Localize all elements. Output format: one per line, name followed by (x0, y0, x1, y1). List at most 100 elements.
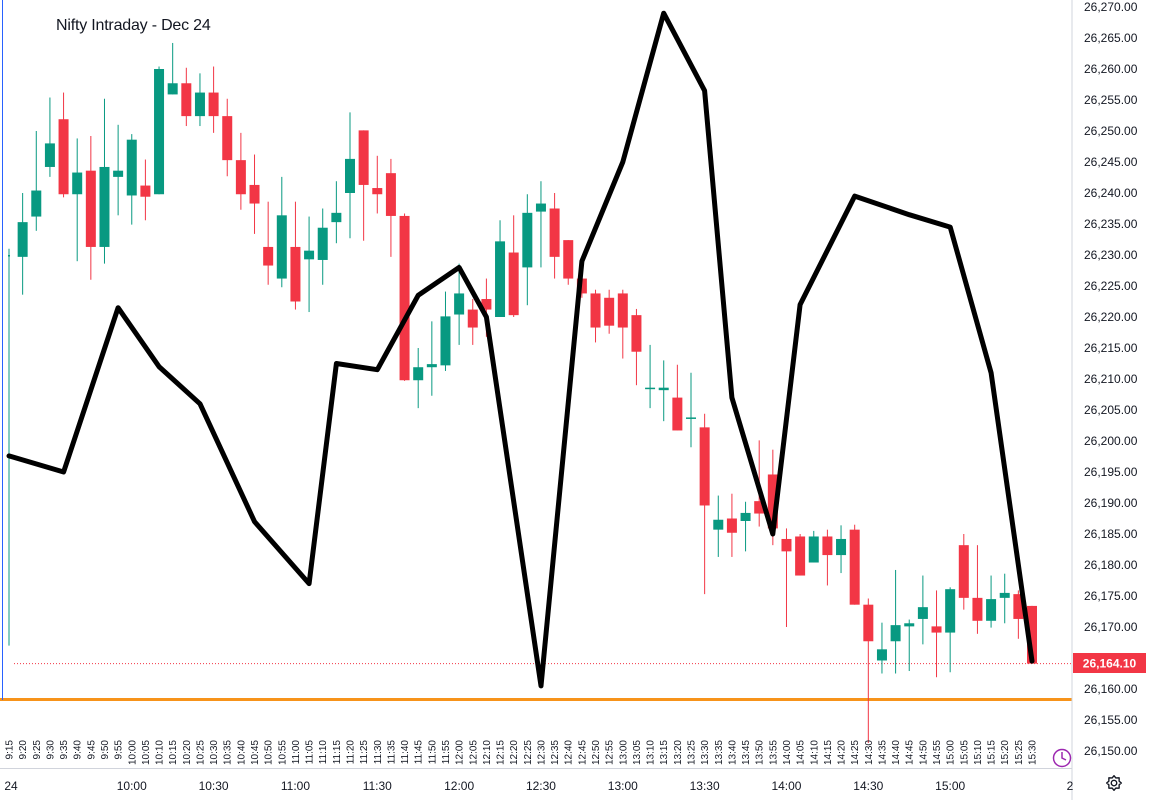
time-tick-label: 10:05 (141, 740, 152, 765)
settings-gear-icon[interactable] (1103, 772, 1125, 794)
time-tick-label: 11:20 (346, 740, 357, 765)
candle-12:40[interactable] (563, 240, 574, 285)
candle-11:05[interactable] (304, 216, 315, 313)
candle-12:30[interactable] (535, 181, 546, 268)
candle-13:40[interactable] (726, 493, 737, 557)
price-tick-label: 26,185.00 (1084, 527, 1138, 541)
time-axis[interactable]: 24 10:00 10:30 11:00 11:30 12:00 12:30 13:00 13:… (4, 779, 1073, 793)
candle-9:15[interactable] (8, 248, 10, 646)
candle-10:35[interactable] (222, 98, 233, 177)
candle-9:25[interactable] (31, 131, 42, 231)
candle-body (658, 387, 669, 391)
candle-13:05[interactable] (631, 308, 642, 386)
candle-14:45[interactable] (904, 619, 915, 672)
time-tick-label: 9:35 (59, 740, 70, 760)
time-tick-label: 10:35 (223, 740, 234, 765)
candle-10:40[interactable] (235, 132, 246, 210)
time-tick-label: 13:15 (659, 740, 670, 765)
candle-13:15[interactable] (658, 360, 669, 422)
candle-9:45[interactable] (85, 135, 96, 280)
candle-14:15[interactable] (822, 529, 833, 586)
candle-13:30[interactable] (699, 413, 710, 595)
candle-14:50[interactable] (917, 575, 928, 645)
candle-11:10[interactable] (317, 208, 328, 285)
candle-14:30[interactable] (863, 598, 874, 743)
candle-body (917, 607, 928, 619)
candle-13:35[interactable] (713, 495, 724, 557)
candle-10:30[interactable] (208, 66, 219, 133)
candle-11:00[interactable] (290, 201, 301, 310)
candle-14:20[interactable] (836, 525, 847, 574)
price-tick-label: 26,220.00 (1084, 310, 1138, 324)
time-tick-label: 15:20 (1000, 740, 1011, 765)
candle-9:20[interactable] (17, 193, 28, 295)
candle-11:15[interactable] (331, 181, 342, 244)
time-major-label: 11:30 (363, 779, 392, 793)
candle-11:35[interactable] (385, 158, 396, 257)
candle-10:25[interactable] (194, 73, 205, 127)
candle-11:25[interactable] (358, 130, 369, 241)
candle-13:25[interactable] (686, 372, 696, 448)
timezone-clock-icon[interactable] (1052, 748, 1072, 768)
candle-15:20[interactable] (999, 573, 1010, 624)
candle-9:30[interactable] (44, 97, 55, 177)
candle-14:55[interactable] (931, 590, 942, 678)
candle-11:45[interactable] (413, 348, 424, 409)
candle-body (699, 427, 710, 506)
candle-10:10[interactable] (154, 66, 165, 195)
drawn-trend-line[interactable] (6, 10, 1035, 689)
candle-11:20[interactable] (345, 112, 355, 239)
candle-14:40[interactable] (890, 569, 901, 674)
candle-12:35[interactable] (549, 193, 560, 279)
candle-12:15[interactable] (495, 220, 506, 317)
candle-11:40[interactable] (399, 213, 410, 381)
candle-9:55[interactable] (113, 124, 124, 216)
candle-13:45[interactable] (740, 501, 751, 552)
candle-body (590, 293, 601, 328)
candle-10:00[interactable] (126, 134, 137, 225)
candle-9:50[interactable] (99, 98, 110, 264)
candle-15:25[interactable] (1013, 590, 1024, 639)
candle-12:55[interactable] (604, 289, 615, 334)
time-tick-label: 14:45 (905, 740, 916, 765)
candle-12:50[interactable] (590, 289, 601, 343)
candle-14:00[interactable] (781, 528, 792, 627)
candle-10:45[interactable] (249, 154, 260, 234)
candle-12:00[interactable] (454, 263, 465, 345)
candle-9:40[interactable] (72, 138, 83, 262)
candle-14:05[interactable] (795, 534, 806, 576)
candle-13:20[interactable] (672, 364, 683, 431)
candle-13:10[interactable] (645, 344, 656, 409)
candle-body (426, 364, 437, 368)
time-tick-label: 11:55 (441, 740, 452, 765)
time-major-label: 14:00 (771, 779, 801, 793)
candle-11:50[interactable] (426, 321, 437, 396)
candle-10:20[interactable] (181, 67, 192, 127)
candle-14:10[interactable] (808, 530, 819, 563)
candle-body (686, 417, 696, 419)
candle-15:05[interactable] (958, 534, 969, 610)
candle-12:05[interactable] (467, 299, 478, 345)
candle-12:20[interactable] (508, 215, 519, 317)
candle-body (495, 241, 506, 317)
time-tick-label: 10:30 (209, 740, 220, 765)
candle-12:25[interactable] (522, 194, 533, 306)
candle-11:55[interactable] (440, 291, 451, 371)
candle-11:30[interactable] (372, 155, 383, 214)
candle-15:15[interactable] (986, 575, 997, 628)
candle-10:55[interactable] (276, 176, 287, 288)
candle-14:25[interactable] (849, 524, 860, 605)
candle-15:10[interactable] (972, 545, 983, 634)
price-tick-label: 26,210.00 (1084, 372, 1138, 386)
candle-13:00[interactable] (617, 289, 628, 359)
candle-15:00[interactable] (945, 587, 956, 673)
price-axis[interactable]: 26,150.0026,155.0026,160.0026,165.0026,1… (1084, 0, 1138, 758)
candle-10:50[interactable] (263, 201, 274, 285)
candle-body (249, 184, 260, 204)
candle-body (167, 83, 178, 95)
candle-10:05[interactable] (140, 159, 151, 221)
candle-10:15[interactable] (167, 42, 178, 95)
candle-9:35[interactable] (58, 92, 69, 198)
candle-14:35[interactable] (876, 622, 887, 674)
